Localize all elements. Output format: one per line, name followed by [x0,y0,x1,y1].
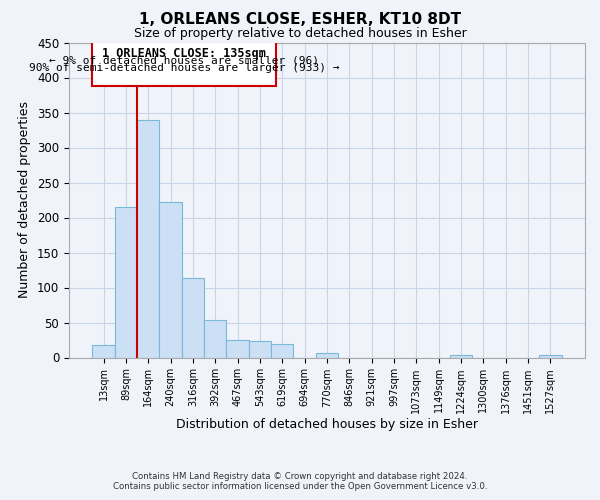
Bar [249,340,271,357]
Bar [316,352,338,358]
Bar [115,207,137,358]
Text: ← 9% of detached houses are smaller (96): ← 9% of detached houses are smaller (96) [49,55,319,65]
Text: Size of property relative to detached houses in Esher: Size of property relative to detached ho… [134,28,466,40]
Bar [271,344,293,357]
X-axis label: Distribution of detached houses by size in Esher: Distribution of detached houses by size … [176,418,478,432]
Bar [204,320,226,358]
Bar [160,202,182,358]
Text: Contains HM Land Registry data © Crown copyright and database right 2024.
Contai: Contains HM Land Registry data © Crown c… [113,472,487,491]
Bar [539,356,562,358]
Text: 90% of semi-detached houses are larger (933) →: 90% of semi-detached houses are larger (… [29,63,339,73]
Text: 1 ORLEANS CLOSE: 135sqm: 1 ORLEANS CLOSE: 135sqm [102,48,266,60]
Bar [137,120,160,358]
Y-axis label: Number of detached properties: Number of detached properties [19,102,31,298]
Text: 1, ORLEANS CLOSE, ESHER, KT10 8DT: 1, ORLEANS CLOSE, ESHER, KT10 8DT [139,12,461,28]
Bar [450,356,472,358]
Bar [226,340,249,357]
Bar [182,278,204,357]
Bar [92,345,115,358]
Bar [92,40,275,86]
